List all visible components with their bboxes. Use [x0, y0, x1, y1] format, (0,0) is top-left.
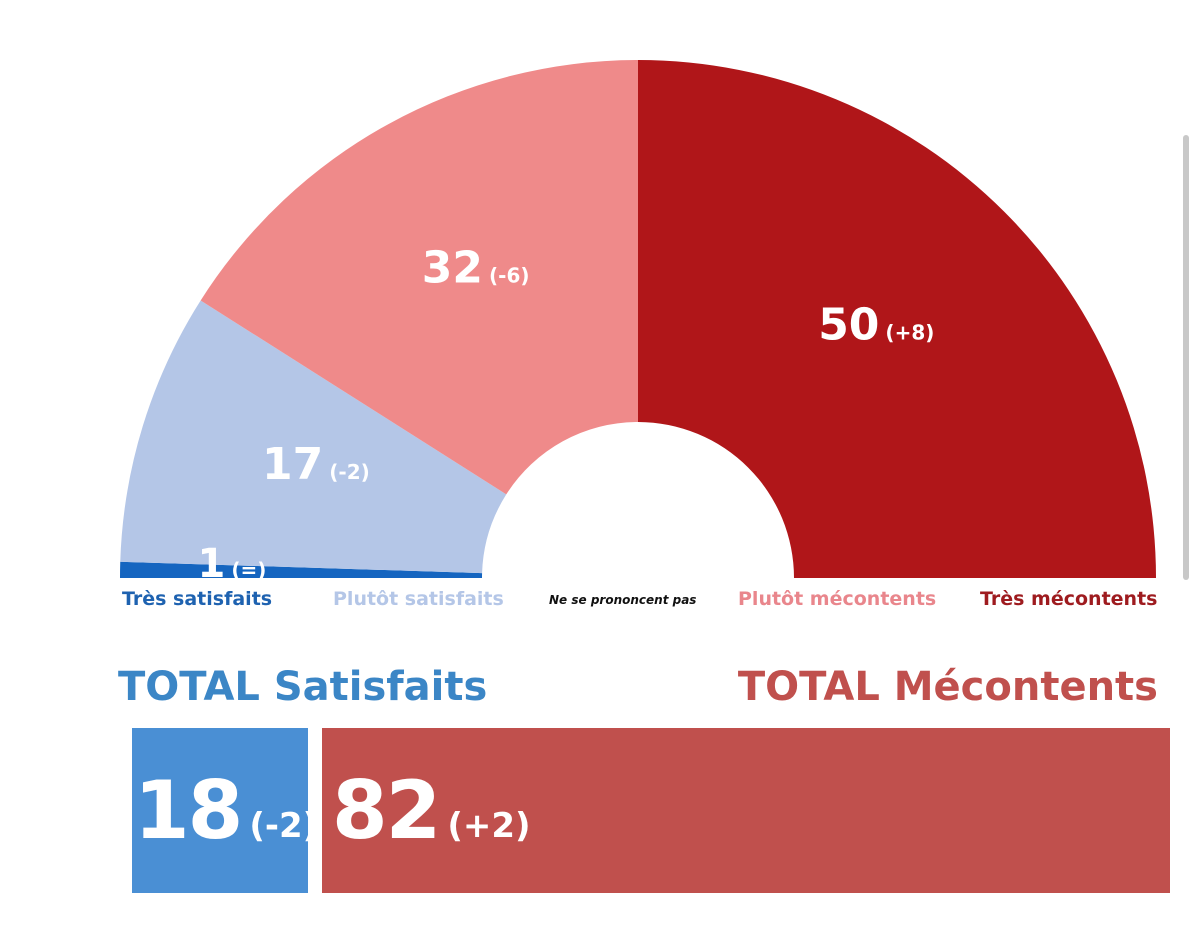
segment-value-tres-satisfaits: 1 (=) — [198, 541, 267, 587]
legend-label-plutot-mecontents: Plutôt mécontents — [738, 588, 937, 610]
total-satisfaits-title: TOTAL Satisfaits — [118, 664, 488, 710]
total-mecontents-value: 82 — [332, 764, 441, 857]
scrollbar[interactable] — [1183, 135, 1189, 580]
legend-label-plutot-satisfaits: Plutôt satisfaits — [333, 588, 504, 610]
total-satisfaits-change: (-2) — [249, 805, 319, 846]
segment-tres-mecontents — [638, 60, 1156, 578]
legend-label-ne-se-prononcent-pas: Ne se prononcent pas — [549, 593, 697, 607]
half-donut-chart: 1 (=) 17 (-2) 32 (-6) 50 (+8) — [120, 60, 1156, 587]
segment-value-tres-mecontents: 50 (+8) — [818, 300, 934, 351]
legend-label-tres-mecontents: Très mécontents — [980, 588, 1158, 610]
total-mecontents-bar: 82 (+2) — [322, 728, 1170, 893]
segment-plutot-satisfaits — [120, 300, 507, 574]
total-satisfaits-bar: 18 (-2) — [132, 728, 318, 893]
segment-tres-satisfaits — [120, 561, 483, 578]
total-mecontents-title: TOTAL Mécontents — [737, 664, 1158, 710]
segment-plutot-mecontents — [200, 60, 639, 495]
segment-value-plutot-satisfaits: 17 (-2) — [262, 439, 370, 490]
legend-label-tres-satisfaits: Très satisfaits — [122, 588, 273, 610]
total-mecontents-change: (+2) — [447, 805, 531, 846]
total-satisfaits-value: 18 — [134, 764, 243, 857]
segment-value-plutot-mecontents: 32 (-6) — [422, 243, 530, 294]
